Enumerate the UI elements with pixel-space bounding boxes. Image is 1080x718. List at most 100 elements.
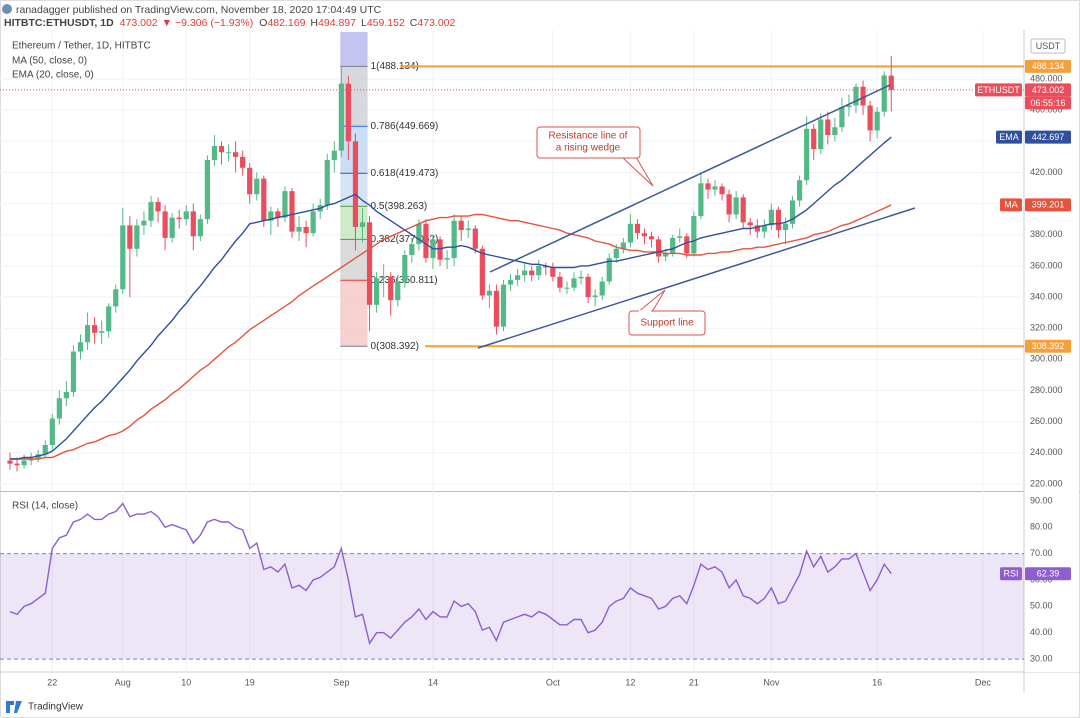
series-name-badge: EMA: [999, 132, 1019, 142]
candle-body: [127, 225, 133, 249]
candle-body: [627, 223, 633, 243]
candle-body: [113, 289, 119, 307]
candle-body: [134, 225, 140, 249]
candle-body: [853, 86, 859, 106]
fib-zone: [340, 66, 368, 127]
close-letter: C: [410, 17, 418, 29]
countdown-badge-bg: [1025, 96, 1071, 110]
rsi-value-badge: 62.39: [1037, 569, 1060, 579]
candle-body: [641, 233, 648, 237]
y-tick-label: 50.00: [1030, 601, 1053, 611]
candle-body: [839, 107, 845, 128]
candle-body: [99, 331, 105, 333]
candle-body: [606, 258, 612, 282]
y-tick-label: 260.000: [1030, 416, 1063, 426]
series-name-badge-bg: [996, 130, 1022, 144]
fib-label: 0.382(377.052): [371, 234, 439, 245]
level-badge-bg: [1025, 339, 1071, 353]
candle-body: [846, 105, 852, 108]
y-tick-label: 80.00: [1030, 522, 1053, 532]
candle-body: [63, 392, 69, 399]
candle-body: [832, 127, 838, 136]
candle-body: [804, 128, 810, 181]
candle-body: [458, 220, 464, 231]
candle-body: [571, 278, 577, 288]
currency-box: [1030, 38, 1066, 54]
candle-body: [233, 152, 239, 157]
candle-body: [218, 145, 225, 153]
countdown-badge: 06:55:16: [1030, 98, 1065, 108]
level-badge-bg: [1025, 59, 1071, 73]
x-tick-label: 14: [428, 677, 438, 687]
candle-body: [698, 183, 704, 217]
high-value: 494.897: [318, 17, 356, 29]
candle-body: [352, 141, 359, 227]
candle-body: [874, 111, 880, 131]
candle-body: [296, 226, 302, 232]
candle-body: [818, 119, 824, 150]
candle-body: [21, 460, 27, 466]
candle-body: [395, 281, 401, 301]
candle-body: [324, 159, 330, 206]
candle-body: [183, 211, 189, 220]
candle-body: [656, 239, 662, 257]
low-letter: L: [361, 17, 367, 29]
y-tick-label: 70.00: [1030, 548, 1053, 558]
x-tick-label: 10: [181, 677, 191, 687]
x-tick-label: 12: [625, 677, 635, 687]
candle-body: [169, 217, 175, 238]
line-series: [10, 204, 892, 460]
fib-zone: [340, 280, 368, 347]
y-tick-label: 460.000: [1030, 105, 1063, 115]
x-tick-label: Dec: [975, 677, 992, 687]
symbol-badge: ETHUSDT: [977, 85, 1020, 95]
pane-title: Ethereum / Tether, 1D, HITBTC: [12, 41, 151, 52]
line-series: [9, 502, 892, 646]
candle-body: [712, 186, 718, 190]
candle-body: [479, 248, 485, 296]
callout-text: a rising wedge: [556, 143, 621, 154]
callout-cover: [639, 310, 651, 313]
candle-body: [465, 228, 471, 231]
candle-body: [797, 180, 803, 201]
series-name-badge: MA: [1004, 200, 1018, 210]
candle-body: [416, 223, 422, 245]
candle-body: [162, 211, 168, 238]
rsi-value-badge-bg: [1025, 567, 1071, 581]
candle-body: [374, 278, 380, 305]
candle-body: [451, 220, 457, 259]
fib-cap: [340, 32, 368, 67]
x-tick-label: 19: [245, 677, 255, 687]
candle-body: [585, 276, 591, 298]
candle-body: [92, 325, 98, 333]
candle-body: [867, 105, 873, 131]
candle-body: [388, 276, 394, 301]
candle-body: [444, 258, 450, 260]
candle-body: [733, 197, 739, 215]
candle-body: [381, 276, 387, 279]
candle-body: [84, 325, 91, 343]
y-tick-label: 340.000: [1030, 291, 1063, 301]
candle-body: [176, 217, 182, 220]
candle-body: [120, 225, 126, 290]
candle-body: [726, 194, 732, 215]
y-tick-label: 40.00: [1030, 627, 1053, 637]
support-line: [477, 207, 916, 349]
candle-body: [275, 211, 281, 218]
candle-body: [366, 222, 373, 305]
symbol-badge-bg: [975, 83, 1022, 97]
symbol: HITBTC:ETHUSDT, 1D: [4, 17, 114, 29]
y-tick-label: 90.00: [1030, 495, 1053, 505]
fib-label: 0.786(449.669): [371, 121, 439, 132]
candle-body: [148, 202, 154, 221]
rsi-name-badge-bg: [1000, 567, 1022, 581]
candle-body: [303, 226, 309, 234]
candle-body: [515, 275, 521, 280]
price-badge: 473.002: [1032, 85, 1065, 95]
candle-body: [592, 295, 598, 298]
candle-body: [613, 248, 619, 259]
x-tick-label: 21: [689, 677, 699, 687]
candle-body: [141, 220, 147, 226]
level-badge: 488.134: [1032, 61, 1065, 71]
